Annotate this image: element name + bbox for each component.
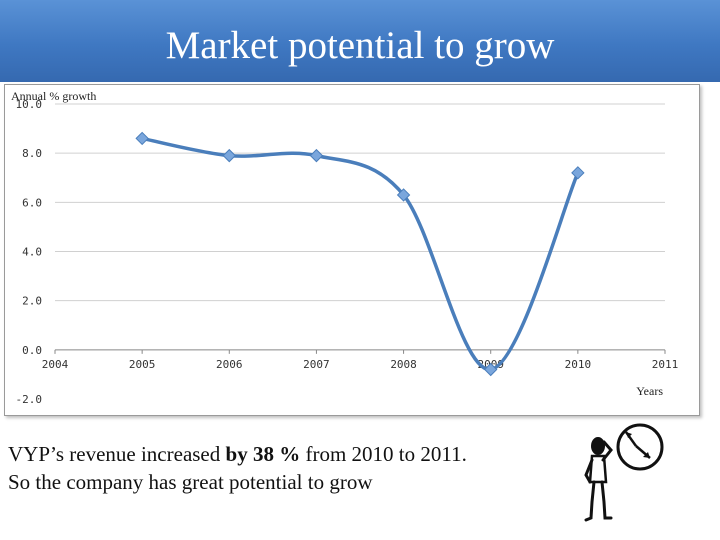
y-tick-labels: -2.0 0.0 2.0 4.0 6.0 8.0 10.0 <box>16 98 43 406</box>
x-axis <box>54 349 666 354</box>
slide-title: Market potential to grow <box>165 24 555 67</box>
x-tick-label: 2006 <box>216 358 243 371</box>
data-point <box>396 188 411 202</box>
y-tick-label: 6.0 <box>22 196 42 209</box>
x-tick-label: 2011 <box>652 358 679 371</box>
caption-line-1: VYP’s revenue increased by 38 % from 201… <box>8 440 568 468</box>
grid-lines <box>55 103 665 302</box>
caption: VYP’s revenue increased by 38 % from 201… <box>8 440 568 496</box>
data-point <box>135 131 149 146</box>
y-tick-label: 2.0 <box>22 295 42 308</box>
x-axis-label: Years <box>636 384 663 398</box>
data-markers <box>135 131 585 377</box>
x-tick-label: 2007 <box>303 358 330 371</box>
caption-line-1-bold: by 38 % <box>225 442 301 466</box>
y-tick-label: 0.0 <box>22 344 42 357</box>
data-point <box>309 148 324 163</box>
caption-line-1-suffix: from 2010 to 2011. <box>300 442 467 466</box>
data-point <box>484 362 498 377</box>
y-tick-label: -2.0 <box>16 393 43 406</box>
data-point <box>222 148 236 163</box>
chart-container: -2.0 0.0 2.0 4.0 6.0 8.0 10.0 2004 2005 2006 2007… <box>4 84 700 416</box>
y-tick-label: 4.0 <box>22 246 42 259</box>
title-bar: Market potential to grow <box>0 0 720 82</box>
y-tick-label: 10.0 <box>16 98 43 111</box>
series-line <box>140 136 580 372</box>
x-tick-labels: 20042005200620072008200920102011 <box>42 358 679 371</box>
person-looking-at-clock-icon <box>584 423 664 522</box>
x-tick-label: 2005 <box>129 358 156 371</box>
caption-line-2: So the company has great potential to gr… <box>8 470 373 494</box>
caption-line-1-prefix: VYP’s revenue increased <box>8 442 226 466</box>
x-tick-label: 2008 <box>390 358 417 371</box>
line-chart: -2.0 0.0 2.0 4.0 6.0 8.0 10.0 2004 2005 2006 2007… <box>11 89 679 406</box>
y-tick-label: 8.0 <box>22 147 42 160</box>
data-point <box>571 166 585 180</box>
x-tick-label: 2010 <box>565 358 592 371</box>
x-tick-label: 2004 <box>42 358 69 371</box>
y-axis-label: Annual % growth <box>11 89 96 103</box>
